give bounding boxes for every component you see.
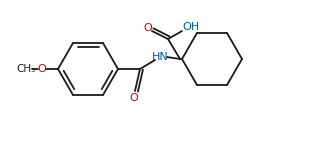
Text: HN: HN bbox=[152, 52, 169, 62]
Text: O: O bbox=[130, 93, 138, 103]
Text: CH₃: CH₃ bbox=[16, 64, 36, 74]
Text: O: O bbox=[37, 64, 46, 74]
Text: O: O bbox=[144, 23, 152, 33]
Text: OH: OH bbox=[182, 22, 200, 32]
